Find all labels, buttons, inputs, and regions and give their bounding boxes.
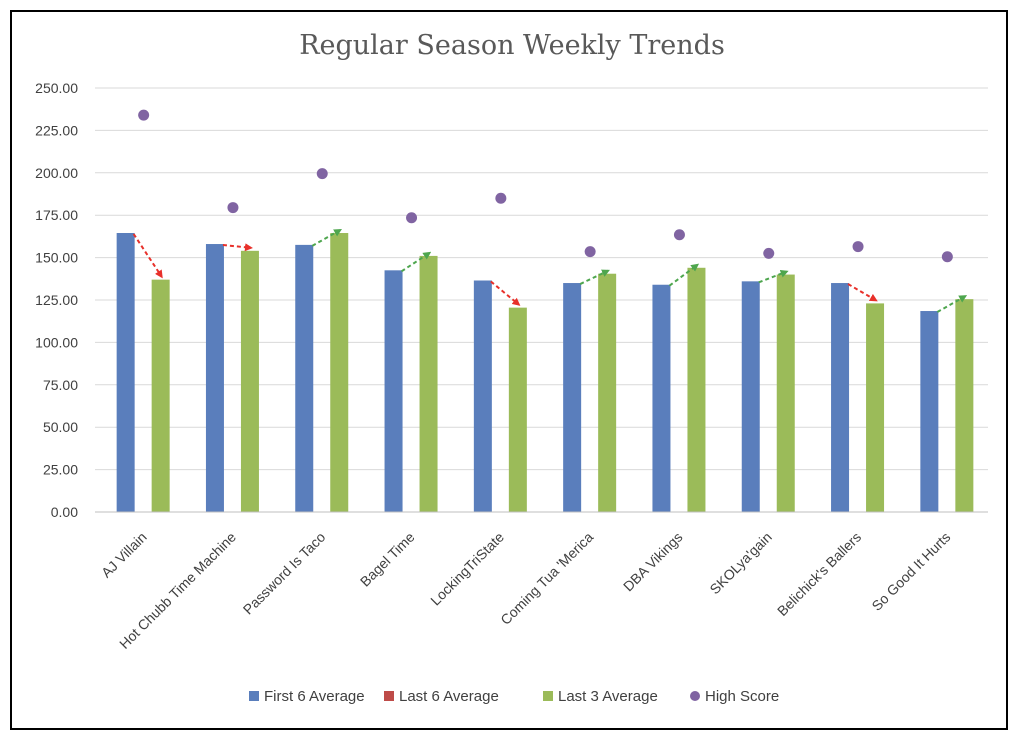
x-tick-label: AJ Villain: [98, 529, 150, 581]
trend-arrow-up: [579, 269, 610, 285]
bar-first-6-average: [116, 233, 135, 512]
bar-first-6-average: [473, 280, 492, 512]
legend-swatch: [543, 691, 553, 701]
y-tick-label: 50.00: [43, 419, 78, 435]
y-axis: 0.00 25.00 50.00 75.00 100.00 125.00 150.00 175…: [35, 80, 78, 520]
bar-last-3-average: [866, 303, 885, 512]
point-high-score: [673, 229, 685, 241]
trend-arrow-up: [758, 269, 789, 284]
chart-title: Regular Season Weekly Trends: [299, 30, 725, 61]
point-high-score: [852, 241, 864, 253]
y-tick-label: 175.00: [35, 207, 78, 223]
bar-last-3-average: [330, 233, 349, 512]
x-tick-label: DBA Vikings: [620, 529, 686, 595]
legend: First 6 Average Last 6 Average Last 3 Aver…: [249, 688, 779, 705]
x-tick-label: LockingTriState: [427, 529, 507, 609]
legend-marker-high-score: [690, 691, 700, 701]
x-tick-label: SKOLya'gain: [706, 529, 774, 597]
y-tick-label: 0.00: [51, 504, 78, 520]
y-tick-label: 125.00: [35, 292, 78, 308]
bar-last-3-average: [955, 299, 974, 512]
x-tick-label: Password Is Taco: [240, 529, 329, 618]
point-high-score: [227, 202, 239, 214]
gridlines: [95, 87, 988, 513]
point-high-score: [138, 109, 150, 121]
trend-arrow-down: [222, 243, 253, 252]
point-high-score: [763, 247, 775, 259]
bar-last-3-average: [419, 255, 438, 513]
x-tick-label: Belichick's Ballers: [774, 529, 864, 619]
legend-swatch: [249, 691, 259, 701]
bar-first-6-average: [831, 283, 850, 512]
point-high-score: [584, 246, 596, 258]
bar-last-3-average: [598, 273, 617, 512]
bar-last-3-average: [151, 279, 170, 512]
y-tick-label: 100.00: [35, 334, 78, 350]
point-high-score: [495, 192, 507, 204]
trend-arrow-up: [311, 229, 342, 247]
legend-swatch: [384, 691, 394, 701]
y-tick-label: 200.00: [35, 165, 78, 181]
high-score-points: [138, 109, 953, 263]
bar-first-6-average: [563, 283, 582, 512]
bar-first-6-average: [384, 270, 403, 512]
trend-arrow-up: [668, 263, 700, 287]
point-high-score: [406, 212, 418, 224]
bar-last-3-average: [687, 267, 706, 512]
trend-arrow-up: [401, 251, 432, 273]
bar-first-6-average: [295, 244, 314, 512]
trend-arrow-down: [132, 233, 163, 279]
point-high-score: [316, 168, 328, 180]
x-tick-label: Coming Tua 'Merica: [497, 529, 596, 628]
point-high-score: [941, 251, 953, 263]
x-tick-label: Bagel Time: [357, 529, 418, 590]
y-tick-label: 75.00: [43, 377, 78, 393]
trend-arrows: [132, 229, 968, 313]
y-tick-label: 250.00: [35, 80, 78, 96]
bar-last-3-average: [776, 274, 795, 512]
bar-first-6-average: [741, 281, 760, 512]
trend-arrow-down: [847, 283, 878, 302]
legend-label: Last 3 Average: [558, 688, 658, 705]
bar-first-6-average: [652, 284, 671, 512]
y-tick-label: 225.00: [35, 122, 78, 138]
legend-label: High Score: [705, 688, 779, 705]
bar-first-6-average: [205, 244, 224, 513]
bar-last-3-average: [240, 250, 259, 513]
bar-last-3-average: [508, 307, 527, 512]
trend-arrow-down: [490, 280, 521, 306]
legend-label: Last 6 Average: [399, 688, 499, 705]
bar-first-6-average: [920, 311, 939, 512]
y-tick-label: 150.00: [35, 250, 78, 266]
bars: [116, 233, 974, 513]
legend-label: First 6 Average: [264, 688, 365, 705]
trend-arrow-up: [936, 295, 968, 313]
x-tick-label: So Good It Hurts: [868, 529, 953, 614]
y-tick-label: 25.00: [43, 462, 78, 478]
